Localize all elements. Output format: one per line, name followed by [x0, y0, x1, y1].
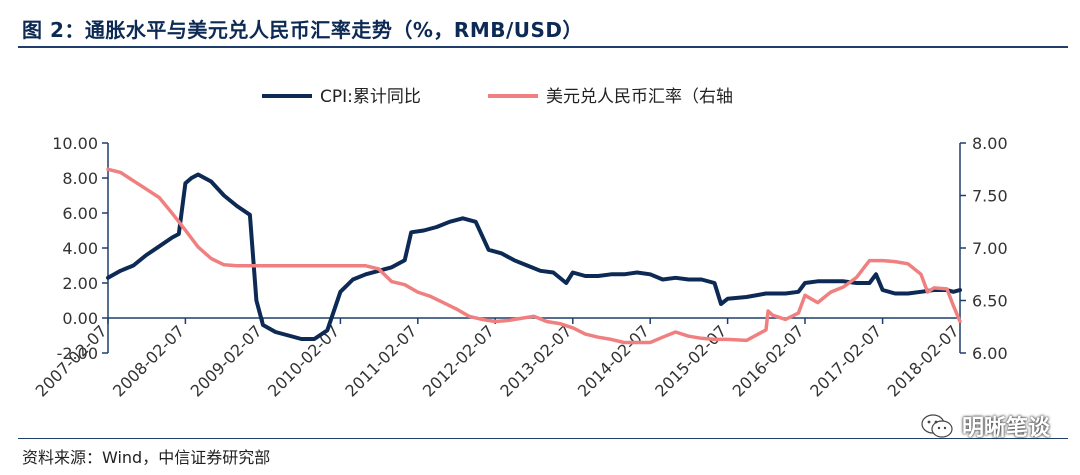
watermark: 明晰笔谈 [920, 410, 1050, 442]
series-line-fx [106, 167, 962, 345]
x-axis-tick-label: 2007-02-07 [32, 321, 111, 400]
x-axis-tick-label: 2017-02-07 [806, 321, 885, 400]
axes: -2.00 0.00 2.00 4.00 6.00 8.00 10.00 6.00 6.50 7.… [32, 134, 1008, 401]
x-axis-tick-label: 2009-02-07 [187, 321, 266, 400]
left-axis-tick-label: 4.00 [62, 239, 98, 258]
wechat-icon [921, 414, 953, 438]
chart-title: 图 2：通胀水平与美元兑人民币汇率走势（%，RMB/USD） [22, 18, 584, 42]
series-line-cpi [106, 172, 962, 341]
x-axis-tick-label: 2012-02-07 [419, 321, 498, 400]
right-axis-tick-label: 7.00 [972, 239, 1008, 258]
right-axis-tick-label: 6.00 [972, 344, 1008, 363]
right-axis-tick-label: 7.50 [972, 187, 1008, 206]
x-axis-tick-label: 2015-02-07 [651, 321, 730, 400]
left-axis-tick-label: 8.00 [62, 169, 98, 188]
legend-label: CPI:累计同比 [320, 87, 421, 107]
left-axis-tick-label: -2.00 [57, 344, 98, 363]
x-axis-tick-label: 2008-02-07 [109, 321, 188, 400]
footer-divider [18, 438, 1068, 439]
header: 图 2：通胀水平与美元兑人民币汇率走势（%，RMB/USD） [0, 0, 1080, 50]
x-axis-tick-label: 2013-02-07 [496, 321, 575, 400]
legend-item-fx: 美元兑人民币汇率（右轴 [488, 87, 733, 107]
x-axis-tick-label: 2018-02-07 [884, 321, 963, 400]
x-axis-tick-label: 2016-02-07 [729, 321, 808, 400]
left-axis-tick-label: 10.00 [52, 134, 98, 153]
left-axis-tick-label: 6.00 [62, 204, 98, 223]
right-axis-tick-label: 8.00 [972, 134, 1008, 153]
plot-area [106, 167, 962, 345]
right-axis-tick-label: 6.50 [972, 292, 1008, 311]
source-note: 资料来源：Wind，中信证券研究部 [22, 448, 271, 467]
left-axis-tick-label: 0.00 [62, 309, 98, 328]
chart-area: CPI:累计同比 美元兑人民币汇率（右轴 -2.00 0.00 2.00 4.00 6.0… [32, 87, 1008, 401]
legend-label: 美元兑人民币汇率（右轴 [546, 87, 733, 107]
x-axis-tick-label: 2011-02-07 [341, 321, 420, 400]
legend: CPI:累计同比 美元兑人民币汇率（右轴 [262, 87, 733, 107]
watermark-text: 明晰笔谈 [961, 416, 1050, 441]
left-axis-tick-label: 2.00 [62, 274, 98, 293]
legend-item-cpi: CPI:累计同比 [262, 87, 421, 107]
title-divider [18, 46, 1068, 48]
